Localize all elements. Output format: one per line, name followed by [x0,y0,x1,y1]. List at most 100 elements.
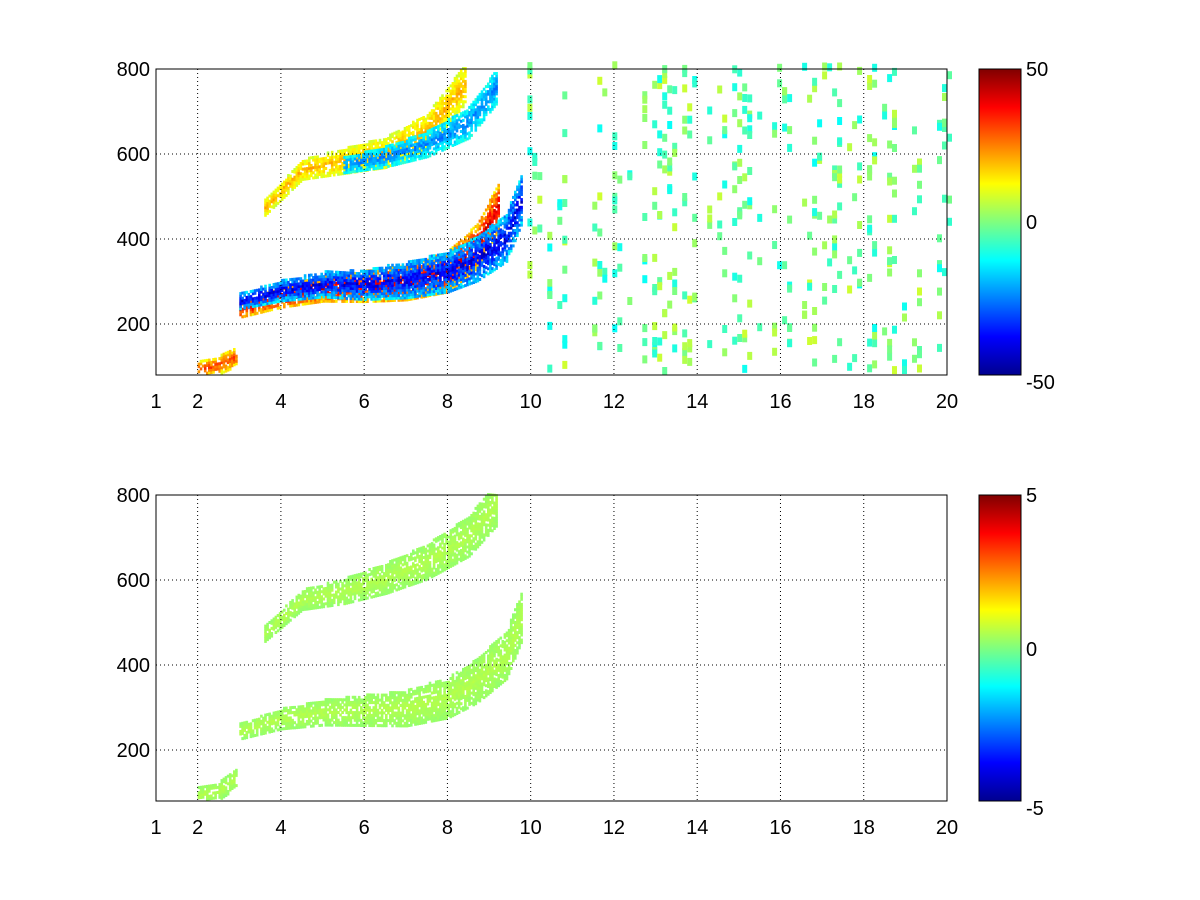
heatmap-cell [482,270,486,274]
heatmap-cell [426,150,430,154]
heatmap-cell [372,279,376,283]
heatmap-cell [270,195,274,199]
heatmap-cell [482,212,486,216]
heatmap-cell [364,295,367,299]
heatmap-cell [322,172,326,176]
heatmap-cell [326,275,330,279]
heatmap-cell [297,166,301,170]
heatmap-cell [434,271,438,275]
heatmap-cell [441,148,444,152]
heatmap-cell [355,167,359,170]
heatmap-cell [462,139,465,143]
heatmap-cell [476,238,480,242]
heatmap-cell [283,299,286,303]
heatmap-cell [489,227,492,231]
heatmap-cell [437,261,440,265]
heatmap-cell [662,331,668,340]
heatmap-cell [832,165,838,174]
heatmap-cell [497,188,500,192]
heatmap-cell [287,283,290,287]
heatmap-cell [437,286,440,290]
heatmap-cell [457,79,461,83]
heatmap-cell [341,273,344,277]
heatmap-cell [451,274,455,278]
heatmap-cell [389,156,392,160]
heatmap-cell [597,261,603,269]
heatmap-cell [253,721,257,725]
heatmap-cell [412,267,415,271]
heatmap-cell [341,162,344,165]
heatmap-cell [280,286,284,290]
heatmap-cell [612,324,618,333]
heatmap-cell [424,260,428,264]
heatmap-cell [449,107,453,111]
heatmap-cell [314,703,317,707]
heatmap-cell [439,101,442,105]
heatmap-cell [393,131,396,135]
heatmap-cell [260,732,263,736]
heatmap-cell [892,189,897,198]
heatmap-cell [737,92,743,101]
heatmap-cell [293,298,296,302]
heatmap-cell [455,97,459,101]
heatmap-cell [264,726,267,730]
heatmap-cell [293,287,296,291]
heatmap-cell [445,272,448,276]
heatmap-cell [303,722,307,726]
heatmap-cell [495,238,498,242]
heatmap-cell [437,276,440,280]
heatmap-cell [291,298,294,302]
heatmap-cell [347,292,351,296]
heatmap-cell [374,139,378,143]
heatmap-cell [441,114,444,118]
heatmap-cell [480,235,484,239]
heatmap-cell [405,286,409,290]
heatmap-cell [489,87,492,91]
heatmap-cell [887,338,893,347]
heatmap-cell [401,293,405,297]
heatmap-cell [426,142,430,146]
heatmap-cell [434,101,438,105]
heatmap-cell [420,122,423,126]
heatmap-cell [732,272,738,281]
heatmap-cell [420,117,423,120]
heatmap-cell [537,195,543,204]
heatmap-cell [439,141,442,145]
heatmap-cell [233,353,236,357]
heatmap-cell [516,193,519,197]
heatmap-cell [459,270,463,274]
heatmap-cell [410,262,413,266]
heatmap-cell [299,725,303,729]
heatmap-cell [434,285,438,289]
heatmap-cell [439,263,442,267]
heatmap-cell [489,250,492,254]
heatmap-cell [478,237,482,241]
heatmap-cell [672,223,678,232]
heatmap-cell [276,284,280,288]
heatmap-cell [268,286,271,290]
heatmap-cell [314,273,317,277]
heatmap-cell [264,284,267,288]
heatmap-cell [274,188,278,192]
heatmap-cell [445,125,448,129]
heatmap-cell [462,105,465,109]
heatmap-cell [480,105,484,109]
heatmap-cell [270,308,274,312]
heatmap-cell [493,268,496,272]
heatmap-cell [372,149,376,153]
heatmap-cell [466,249,469,253]
heatmap-cell [489,92,492,96]
heatmap-cell [316,298,319,301]
heatmap-cell [468,113,471,117]
heatmap-cell [355,274,359,278]
heatmap-cell [917,364,922,373]
heatmap-cell [341,281,344,285]
heatmap-cell [937,287,942,296]
heatmap-cell [476,256,480,260]
heatmap-cell [426,280,430,284]
heatmap-cell [349,286,353,290]
heatmap-cell [380,160,384,164]
heatmap-cell [455,114,459,118]
heatmap-cell [368,277,371,281]
heatmap-cell [399,275,403,279]
